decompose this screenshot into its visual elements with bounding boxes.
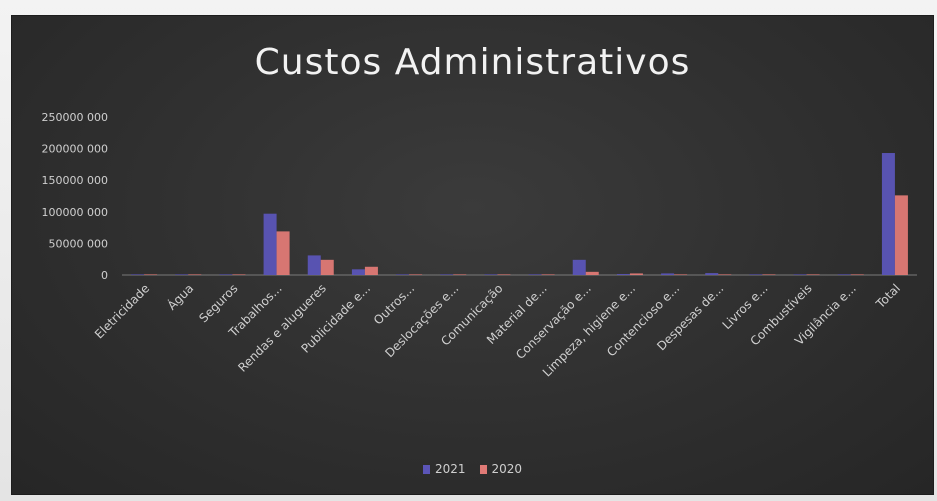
bar-2021-10 — [572, 259, 586, 275]
y-tick-label: 100000 000 — [42, 206, 108, 219]
bar-2020-2 — [232, 274, 246, 275]
bar-2021-17 — [881, 153, 895, 275]
bar-2021-16 — [837, 274, 851, 275]
bar-2020-14 — [762, 274, 776, 275]
bar-2021-12 — [661, 273, 675, 275]
bar-2020-4 — [320, 259, 334, 275]
legend-swatch-2020 — [479, 464, 487, 474]
y-tick-label: 0 — [101, 269, 108, 282]
x-tick-label: Água — [164, 281, 196, 313]
bar-2020-10 — [585, 271, 599, 275]
bar-2020-6 — [409, 274, 423, 275]
y-tick-label: 250000 000 — [42, 111, 108, 124]
x-tick-label: Seguros — [196, 281, 240, 325]
bar-2021-9 — [528, 274, 542, 275]
bar-2021-4 — [307, 255, 321, 275]
bar-2021-8 — [484, 274, 498, 275]
bar-2020-17 — [894, 195, 908, 275]
bar-2020-1 — [188, 274, 202, 275]
bar-2021-1 — [175, 274, 189, 275]
x-tick-label: Rendas e alugueres — [235, 281, 329, 375]
bar-2020-12 — [674, 274, 688, 275]
x-tick-label: Total — [873, 281, 903, 311]
bar-2021-0 — [131, 274, 145, 275]
legend-swatch-2021 — [422, 464, 430, 474]
bar-2021-15 — [793, 274, 807, 275]
x-tick-label: Eletricidade — [92, 281, 152, 341]
chart-plot-area: 0 50000 000 100000 000 150000 000 200000 000… — [42, 111, 917, 379]
x-tick-label: Conservação e... — [513, 281, 594, 362]
bar-2021-14 — [749, 274, 763, 275]
chart-legend: 2021 2020 — [12, 462, 933, 476]
bar-2020-0 — [144, 274, 158, 275]
bar-2021-6 — [396, 274, 410, 275]
bar-2020-16 — [850, 274, 864, 275]
bar-2021-13 — [705, 273, 719, 275]
bar-2020-9 — [541, 274, 555, 275]
legend-label-2020: 2020 — [491, 462, 523, 476]
bar-2020-13 — [718, 274, 732, 275]
chart-card: Custos Administrativos 0 50000 000 100000 … — [12, 16, 933, 494]
chart-title: Custos Administrativos — [254, 42, 691, 83]
legend-item-2020: 2020 — [479, 462, 523, 476]
bar-2020-3 — [276, 231, 290, 275]
legend-label-2021: 2021 — [434, 462, 466, 476]
bar-2020-7 — [453, 274, 467, 275]
bar-2021-5 — [351, 269, 365, 275]
bar-2021-3 — [263, 213, 277, 275]
bar-2021-2 — [219, 274, 233, 275]
bar-2020-8 — [497, 274, 511, 275]
bar-2021-11 — [616, 274, 630, 275]
x-tick-label: Outros... — [371, 281, 417, 327]
bar-2020-5 — [364, 266, 378, 275]
y-tick-label: 150000 000 — [42, 174, 108, 187]
y-tick-label: 200000 000 — [42, 143, 108, 156]
y-tick-label: 50000 000 — [49, 237, 109, 250]
bar-2021-7 — [440, 274, 454, 275]
legend-item-2021: 2021 — [422, 462, 466, 476]
bar-2020-15 — [806, 274, 820, 275]
bar-2020-11 — [629, 273, 643, 275]
